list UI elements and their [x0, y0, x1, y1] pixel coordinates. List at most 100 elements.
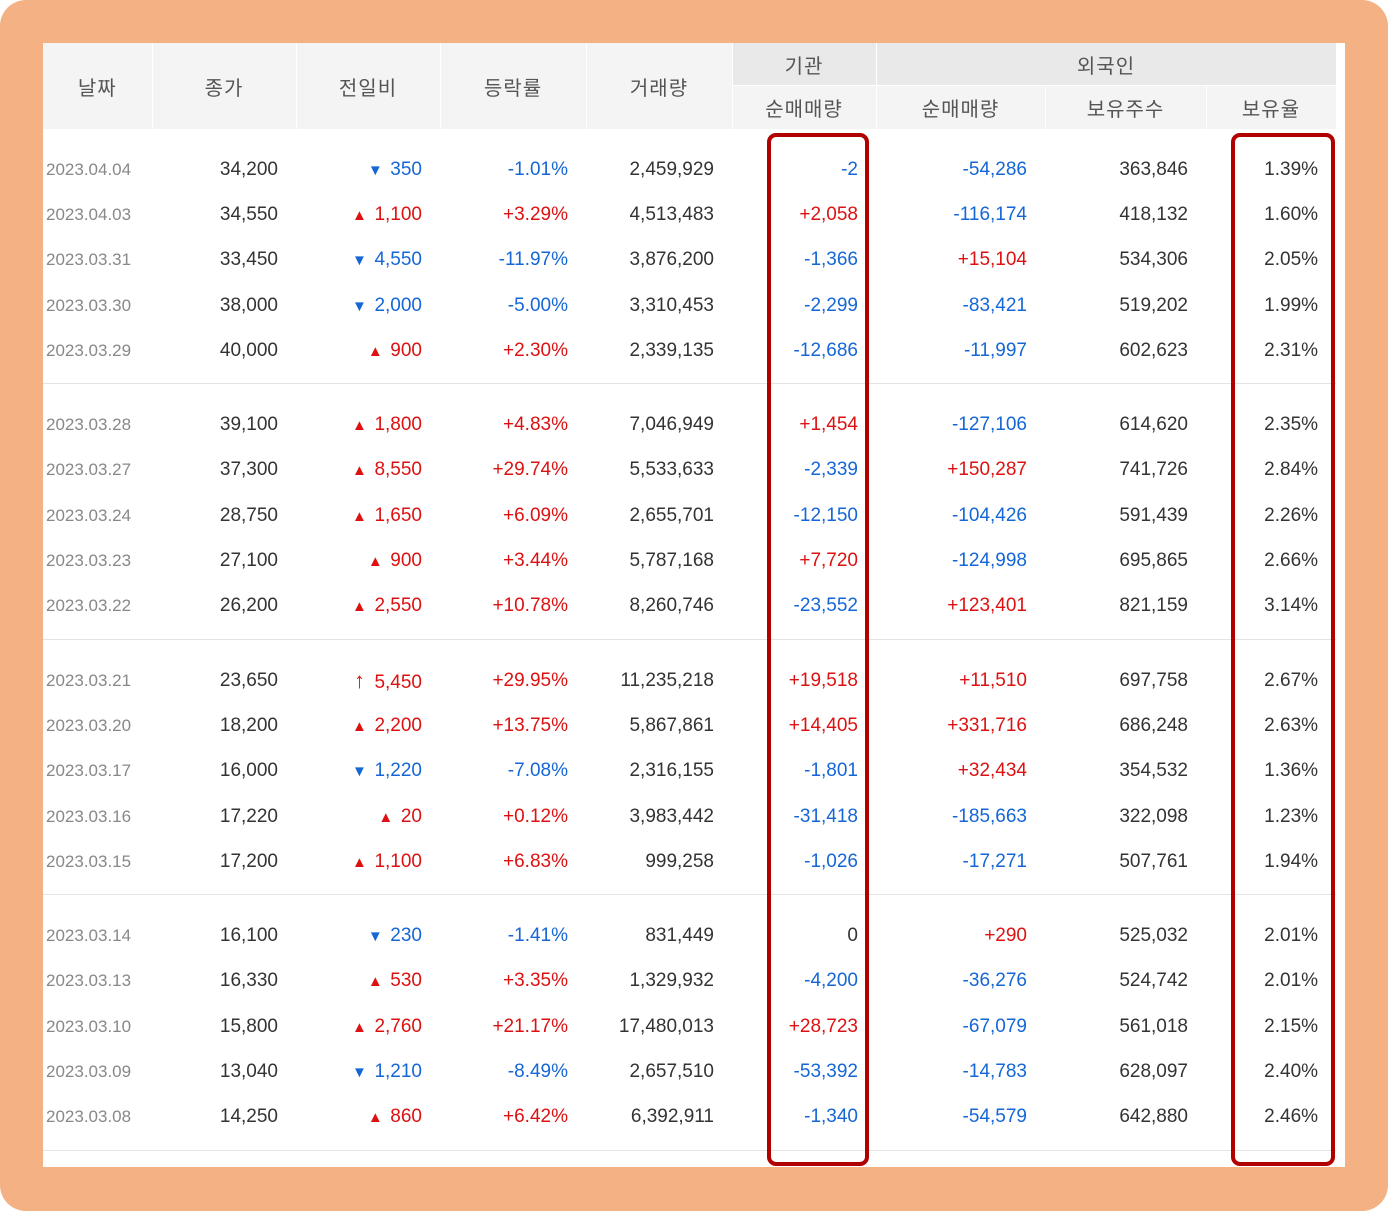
table-row: 2023.03.15 17,200 ▲ 1,100 +6.83% 999,258 -1,02… [43, 839, 1337, 896]
cell-inst-net: -53,392 [793, 1060, 858, 1082]
cell-volume: 5,867,861 [629, 714, 714, 736]
cell-volume: 5,787,168 [629, 550, 714, 572]
header-date[interactable]: 날짜 [43, 43, 153, 129]
cell-change: ▲ 2,200 [296, 703, 440, 748]
cell-date: 2023.04.04 [46, 159, 132, 179]
cell-rate: +6.09% [503, 504, 568, 526]
header-close[interactable]: 종가 [152, 43, 297, 129]
cell-foreign-ratio: 2.40% [1264, 1060, 1319, 1082]
cell-inst-net: +19,518 [788, 669, 858, 691]
up-triangle-icon: ▲ [367, 1109, 383, 1127]
cell-foreign-net: -83,421 [962, 294, 1027, 316]
header-foreign-ratio[interactable]: 보유율 [1206, 85, 1337, 129]
cell-foreign-holdings: 363,846 [1119, 158, 1188, 180]
cell-foreign-ratio: 2.05% [1264, 249, 1319, 271]
change-value: 4,550 [374, 249, 422, 271]
cell-volume: 4,513,483 [629, 203, 714, 225]
cell-foreign-net: -54,286 [962, 158, 1027, 180]
cell-foreign-ratio: 2.84% [1264, 459, 1319, 481]
up-triangle-icon: ▲ [352, 206, 367, 224]
cell-foreign-ratio: 2.26% [1264, 504, 1319, 526]
cell-close: 17,200 [152, 839, 296, 896]
cell-date: 2023.03.10 [46, 1016, 132, 1036]
cell-volume: 3,876,200 [629, 249, 714, 271]
cell-inst-net: -1,026 [732, 839, 876, 896]
cell-foreign-holdings: 741,726 [1119, 459, 1188, 481]
cell-close: 28,750 [219, 504, 278, 526]
cell-rate: +3.44% [503, 550, 568, 572]
cell-inst-net: -12,150 [793, 504, 858, 526]
cell-rate: -5.00% [507, 294, 568, 316]
cell-foreign-holdings: 697,758 [1119, 669, 1188, 691]
cell-inst-net: +2,058 [799, 203, 858, 225]
up-triangle-icon: ▲ [352, 598, 367, 616]
cell-date: 2023.03.13 [46, 971, 132, 991]
cell-change: ▲ 1,100 [296, 839, 440, 896]
header-foreign-net[interactable]: 순매매량 [876, 85, 1046, 129]
cell-date: 2023.03.08 [43, 1094, 152, 1151]
header-rate[interactable]: 등락률 [440, 43, 587, 129]
cell-foreign-holdings: 642,880 [1045, 1094, 1206, 1151]
cell-foreign-ratio: 1.94% [1206, 839, 1337, 896]
change-value: 8,550 [374, 459, 422, 481]
table-row: 2023.03.30 38,000 ▼ 2,000 -5.00% 3,310,453 -2,… [43, 283, 1336, 328]
cell-foreign-ratio: 2.63% [1264, 714, 1319, 736]
cell-inst-net: -1,366 [804, 249, 858, 271]
cell-date: 2023.03.15 [43, 839, 152, 896]
cell-foreign-ratio: 2.15% [1264, 1015, 1319, 1037]
change-value: 1,220 [374, 760, 422, 782]
change-value: 2,550 [374, 595, 422, 617]
cell-date: 2023.03.20 [46, 715, 132, 735]
cell-rate: -7.08% [507, 760, 568, 782]
cell-date: 2023.03.28 [46, 415, 132, 435]
cell-foreign-holdings: 322,098 [1119, 805, 1188, 827]
change-value: 1,100 [374, 203, 422, 225]
cell-foreign-net: -54,579 [876, 1094, 1045, 1151]
cell-close: 38,000 [219, 294, 278, 316]
cell-date: 2023.03.24 [46, 505, 132, 525]
change-value: 2,000 [374, 294, 422, 316]
cell-foreign-net: +290 [984, 925, 1027, 947]
cell-volume: 1,329,932 [629, 970, 714, 992]
cell-date: 2023.03.31 [46, 250, 132, 270]
cell-foreign-ratio: 2.31% [1206, 328, 1337, 385]
cell-rate: -11.97% [498, 249, 568, 271]
cell-foreign-ratio: 3.14% [1206, 583, 1337, 640]
cell-inst-net: -2,299 [804, 294, 858, 316]
cell-foreign-ratio: 1.23% [1264, 805, 1319, 827]
cell-date: 2023.04.03 [46, 204, 132, 224]
header-foreign-holdings[interactable]: 보유주수 [1045, 85, 1207, 129]
cell-close: 16,100 [219, 925, 278, 947]
cell-foreign-net: -67,079 [962, 1015, 1027, 1037]
table-row: 2023.03.28 39,100 ▲ 1,800 +4.83% 7,046,949 +1,… [43, 384, 1336, 448]
cell-rate: +29.95% [492, 669, 568, 691]
change-value: 900 [390, 339, 422, 361]
cell-foreign-holdings: 695,865 [1119, 550, 1188, 572]
cell-date: 2023.03.17 [46, 761, 132, 781]
header-inst-net[interactable]: 순매매량 [732, 85, 877, 129]
cell-foreign-ratio: 1.39% [1264, 158, 1319, 180]
cell-change: ▲ 900 [296, 328, 440, 385]
cell-inst-net: +7,720 [799, 550, 858, 572]
table-row: 2023.03.24 28,750 ▲ 1,650 +6.09% 2,655,701 -12… [43, 493, 1336, 538]
cell-foreign-holdings: 591,439 [1119, 504, 1188, 526]
cell-change: ▲ 2,550 [296, 583, 440, 640]
cell-close: 14,250 [152, 1094, 296, 1151]
cell-inst-net: -12,686 [732, 328, 876, 385]
cell-close: 33,450 [219, 249, 278, 271]
cell-date: 2023.03.22 [43, 583, 152, 640]
cell-inst-net: -2,339 [804, 459, 858, 481]
change-value: 1,800 [374, 414, 422, 436]
header-change[interactable]: 전일비 [296, 43, 441, 129]
cell-inst-net: -1,340 [732, 1094, 876, 1151]
cell-rate: -1.41% [507, 925, 568, 947]
cell-foreign-holdings: 561,018 [1119, 1015, 1188, 1037]
change-value: 2,760 [374, 1015, 422, 1037]
cell-foreign-net: +150,287 [947, 459, 1027, 481]
cell-inst-net: -23,552 [732, 583, 876, 640]
up-triangle-icon: ▲ [378, 808, 394, 826]
cell-rate: -8.49% [507, 1060, 568, 1082]
header-volume[interactable]: 거래량 [586, 43, 733, 129]
table-row: 2023.04.04 34,200 ▼ 350 -1.01% 2,459,929 -2 -54… [43, 129, 1336, 192]
cell-date: 2023.03.23 [46, 551, 132, 571]
